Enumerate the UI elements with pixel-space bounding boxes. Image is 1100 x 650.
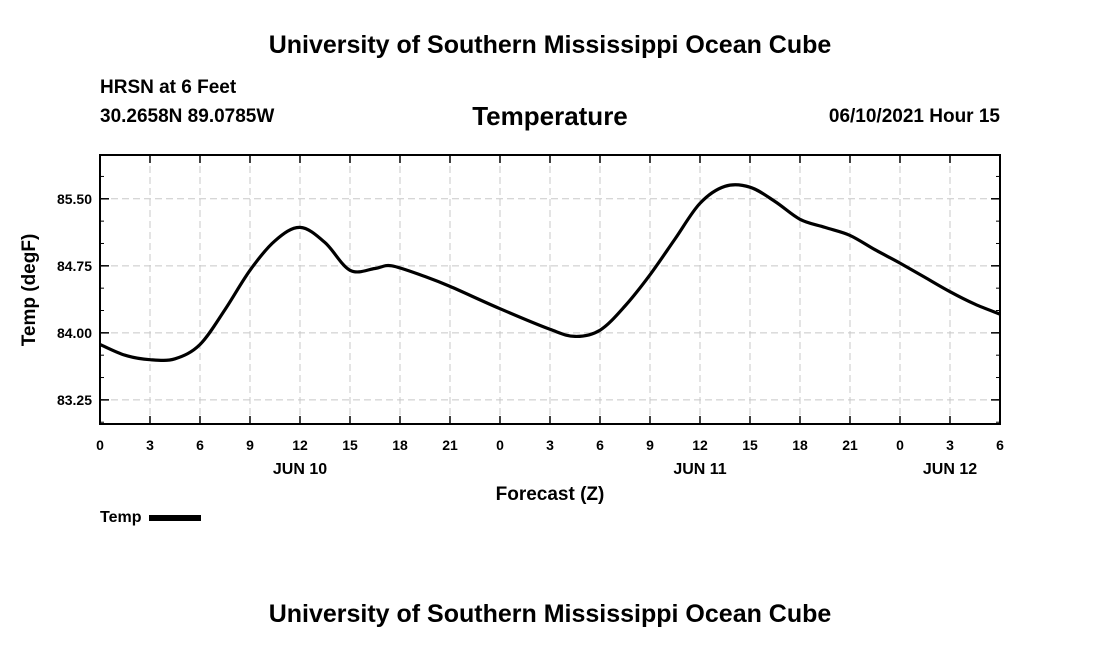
x-tick-label: 15 <box>342 437 358 453</box>
x-tick-label: 6 <box>996 437 1004 453</box>
legend-line-swatch <box>149 515 202 521</box>
day-label: JUN 11 <box>673 461 726 478</box>
x-tick-label: 18 <box>392 437 408 453</box>
x-tick-label: 12 <box>692 437 708 453</box>
series-line-temp <box>99 183 1001 363</box>
series-layer <box>99 183 1001 363</box>
x-axis-label: Forecast (Z) <box>496 484 605 505</box>
y-tick-label: 84.00 <box>57 325 92 341</box>
x-tick-label: 0 <box>896 437 904 453</box>
x-tick-label: 18 <box>792 437 808 453</box>
grid <box>100 155 1000 424</box>
y-axis: 83.25 84.00 84.75 85.50 <box>57 175 1000 423</box>
x-tick-label: 0 <box>96 437 104 453</box>
x-axis: 0 3 6 9 12 15 18 21 0 3 6 9 12 15 18 21 0 3 6 JUN 10 JUN 11 J… <box>96 155 1004 478</box>
day-label: JUN 12 <box>923 461 977 478</box>
y-axis-label: Temp (degF) <box>19 234 40 347</box>
legend-label: Temp <box>100 509 142 526</box>
chart-title: Temperature <box>472 101 628 131</box>
coordinates-label: 30.2658N 89.0785W <box>100 106 275 127</box>
x-tick-label: 9 <box>246 437 254 453</box>
page-title: University of Southern Mississippi Ocean… <box>268 31 832 59</box>
y-tick-label: 83.25 <box>57 392 92 408</box>
x-tick-label: 6 <box>596 437 604 453</box>
x-tick-label: 9 <box>646 437 654 453</box>
x-tick-label: 6 <box>196 437 204 453</box>
plot-frame <box>99 154 1001 425</box>
x-tick-label: 12 <box>292 437 308 453</box>
day-label: JUN 10 <box>273 461 327 478</box>
y-tick-label: 85.50 <box>57 191 92 207</box>
x-tick-label: 15 <box>742 437 758 453</box>
x-tick-label: 21 <box>842 437 858 453</box>
x-tick-label: 0 <box>496 437 504 453</box>
y-tick-label: 84.75 <box>57 258 92 274</box>
legend: Temp <box>100 509 202 527</box>
forecast-datetime: 06/10/2021 Hour 15 <box>828 106 1000 127</box>
station-label: HRSN at 6 Feet <box>100 77 237 98</box>
x-tick-label: 3 <box>146 437 154 453</box>
x-tick-label: 3 <box>546 437 554 453</box>
x-tick-label: 21 <box>442 437 458 453</box>
x-tick-label: 3 <box>946 437 954 453</box>
footer-title: University of Southern Mississippi Ocean… <box>268 600 832 628</box>
